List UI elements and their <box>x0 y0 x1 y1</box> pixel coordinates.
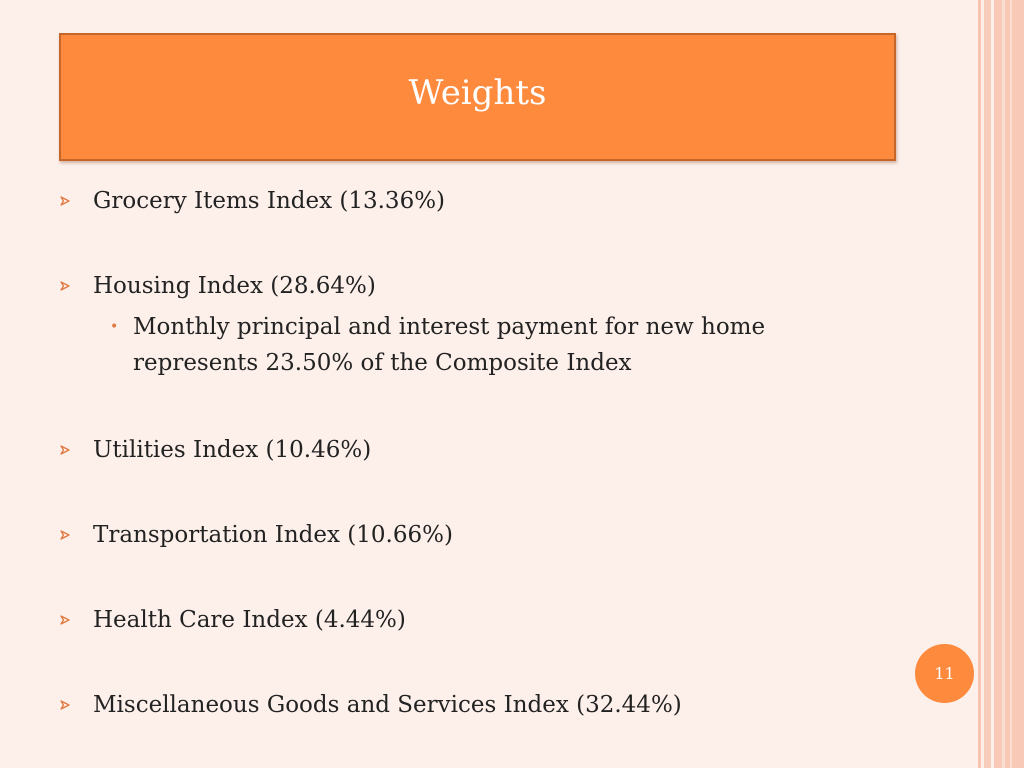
bullet-item: Housing Index (28.64%) <box>60 269 920 303</box>
arrowhead-bullet-icon <box>60 445 70 455</box>
bullet-text: Health Care Index (4.44%) <box>93 607 406 633</box>
bullet-item: Miscellaneous Goods and Services Index (… <box>60 688 920 722</box>
arrowhead-bullet-icon <box>60 281 70 291</box>
bullet-text: Grocery Items Index (13.36%) <box>93 188 446 214</box>
decorative-stripe <box>984 0 991 768</box>
arrowhead-bullet-icon <box>60 700 70 710</box>
bullet-text: Miscellaneous Goods and Services Index (… <box>93 692 682 718</box>
sub-bullet-item: • Monthly principal and interest payment… <box>60 309 853 381</box>
title-banner: Weights <box>59 33 896 161</box>
decorative-stripe <box>978 0 981 768</box>
bullet-item: Transportation Index (10.66%) <box>60 518 920 552</box>
dot-bullet-icon: • <box>110 319 119 335</box>
sub-bullet-text: Monthly principal and interest payment f… <box>133 314 766 376</box>
arrowhead-bullet-icon <box>60 530 70 540</box>
bullet-item: Grocery Items Index (13.36%) <box>60 184 920 218</box>
slide-title: Weights <box>408 73 547 113</box>
decorative-stripe <box>1010 0 1012 768</box>
decorative-stripe <box>1002 0 1005 768</box>
bullet-text: Transportation Index (10.66%) <box>93 522 453 548</box>
bullet-item: Utilities Index (10.46%) <box>60 433 920 467</box>
decorative-stripe <box>994 0 1024 768</box>
bullet-list: Grocery Items Index (13.36%) Housing Ind… <box>60 184 920 722</box>
arrowhead-bullet-icon <box>60 615 70 625</box>
bullet-text: Housing Index (28.64%) <box>93 273 376 299</box>
bullet-text: Utilities Index (10.46%) <box>93 437 372 463</box>
bullet-item: Health Care Index (4.44%) <box>60 603 920 637</box>
page-number: 11 <box>934 664 955 683</box>
page-number-badge: 11 <box>915 644 974 703</box>
arrowhead-bullet-icon <box>60 196 70 206</box>
